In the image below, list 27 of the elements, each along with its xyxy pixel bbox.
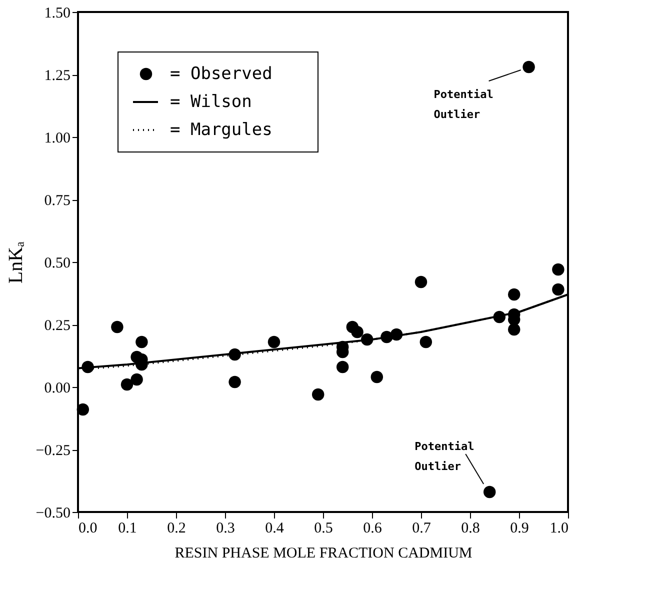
x-tick-label: 0.6 [363,520,382,536]
y-tick-label: −0.50 [36,506,70,522]
x-tick-label: 0.5 [314,520,333,536]
legend-label: = Observed [170,64,272,84]
x-tick-label: 1.0 [550,520,568,536]
x-tick-label: 0.4 [265,520,284,536]
legend-label: = Wilson [170,92,252,112]
y-tick-label: 1.00 [44,130,70,146]
legend-label: = Margules [170,120,272,140]
y-tick-label: 0.75 [44,193,70,209]
x-tick-label: 0.7 [412,520,432,536]
y-tick-label: 0.00 [44,380,70,396]
y-tick-label: −0.25 [36,443,70,459]
x-tick-label: 0.3 [216,520,235,536]
x-tick-label: 0.8 [461,520,480,536]
y-tick-label: 0.50 [44,256,70,272]
y-tick-label: 0.25 [44,318,70,334]
annotation: Potential Outlier [414,440,474,473]
x-tick-label: 0.9 [510,520,529,536]
y-axis-title: LnKₐ [4,240,27,284]
x-tick-label: 0.2 [167,520,186,536]
y-tick-label: 1.50 [44,6,70,22]
x-tick-label: 0.0 [78,520,98,536]
x-tick-label: 0.1 [118,520,137,536]
x-axis-title: RESIN PHASE MOLE FRACTION CADMIUM [174,546,472,562]
annotation: Potential Outlier [434,88,494,121]
y-tick-label: 1.25 [44,68,70,84]
